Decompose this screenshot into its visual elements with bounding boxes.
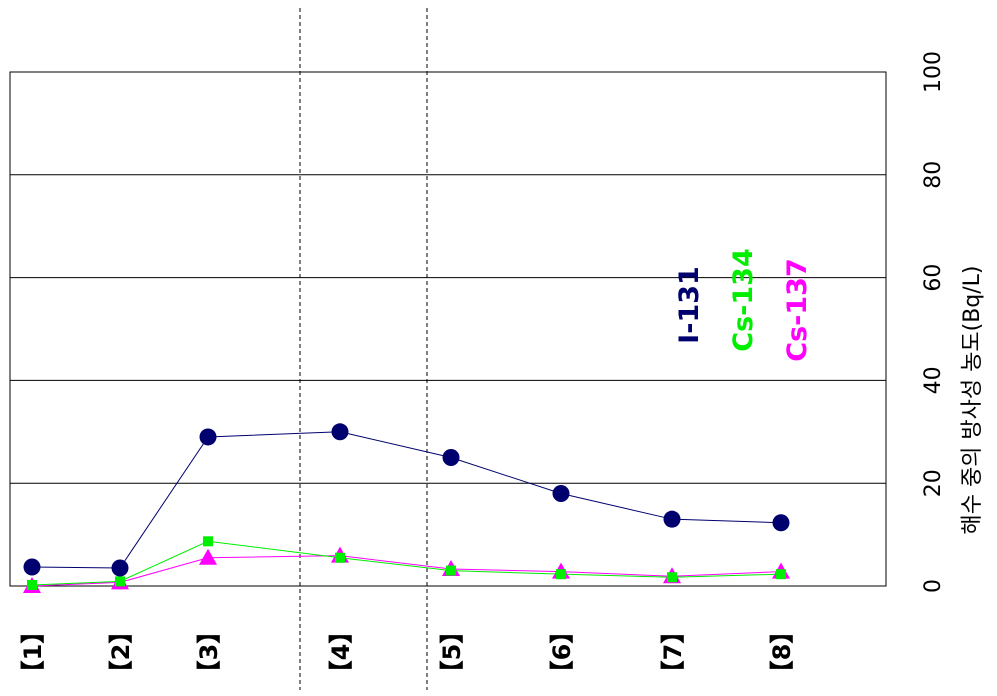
series-line-cs-134 — [31, 540, 782, 586]
point-cs-134 — [203, 536, 213, 547]
point-cs-137 — [199, 548, 217, 565]
category-label: 【2】 — [107, 620, 135, 685]
category-label: 【4】 — [327, 620, 355, 685]
point-i-131 — [442, 449, 460, 466]
plot-frame — [9, 71, 887, 587]
category-label: 【7】 — [659, 620, 687, 685]
point-i-131 — [772, 514, 790, 532]
series-line-cs-137 — [31, 555, 782, 587]
point-i-131 — [199, 428, 217, 446]
y-tick-label: 60 — [921, 264, 946, 292]
point-cs-134 — [27, 579, 37, 590]
point-cs-134 — [556, 569, 566, 580]
point-i-131 — [23, 558, 41, 576]
point-cs-134 — [335, 552, 345, 563]
category-layer: 【1】 【2】 【3】 【4】 【5】 【6】 【7】 【8】 — [19, 620, 796, 685]
ticks-layer: 0 20 40 60 80 100 — [921, 51, 946, 593]
point-cs-134 — [115, 576, 125, 587]
y-tick-label: 20 — [921, 469, 946, 497]
point-i-131 — [552, 484, 570, 502]
point-cs-134 — [667, 572, 677, 583]
point-cs-134 — [776, 569, 786, 580]
point-i-131 — [663, 510, 681, 528]
category-label: 【6】 — [548, 620, 576, 685]
y-axis-title: 해수 중의 방사성 농도(Bq/L) — [960, 265, 985, 534]
legend-label-cs-137: Cs-137 — [782, 258, 813, 361]
legend: I-131 Cs-134 Cs-137 — [674, 248, 813, 361]
plot-layer — [23, 423, 790, 593]
grid-layer — [9, 8, 887, 690]
category-label: 【8】 — [768, 620, 796, 685]
y-tick-label: 0 — [921, 579, 946, 593]
series-line-i-131 — [31, 431, 782, 569]
category-label: 【5】 — [438, 620, 466, 685]
legend-label-cs-134: Cs-134 — [728, 248, 759, 351]
legend-label-i-131: I-131 — [674, 266, 705, 344]
point-i-131 — [331, 423, 349, 441]
category-label: 【3】 — [195, 620, 223, 685]
y-tick-label: 40 — [921, 366, 946, 394]
point-cs-134 — [446, 565, 456, 576]
y-tick-label: 80 — [921, 161, 946, 189]
category-label: 【1】 — [19, 620, 47, 685]
y-tick-label: 100 — [921, 51, 946, 93]
point-i-131 — [111, 559, 129, 577]
